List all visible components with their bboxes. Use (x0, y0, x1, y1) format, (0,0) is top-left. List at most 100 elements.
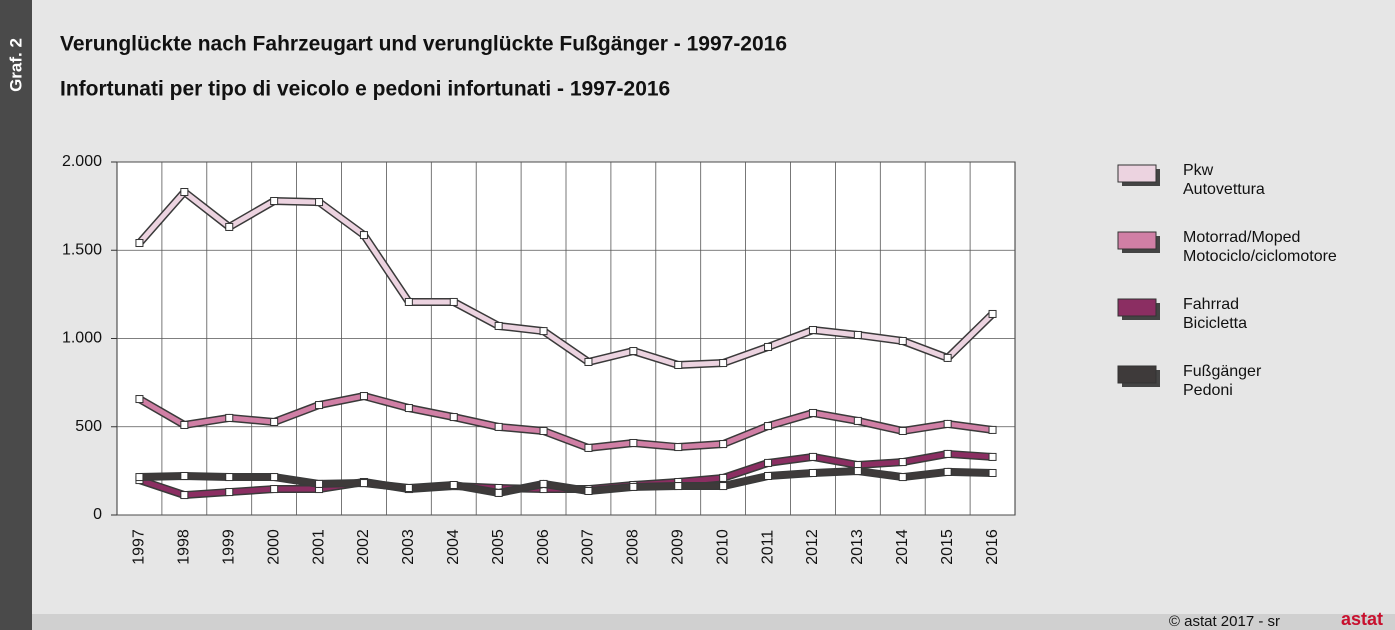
marker (315, 198, 324, 207)
marker (808, 468, 817, 477)
marker (315, 479, 324, 488)
marker (943, 419, 952, 428)
marker (135, 473, 144, 482)
logo: astat (1341, 609, 1383, 629)
marker (584, 486, 593, 495)
marker (270, 473, 279, 482)
legend-swatch (1117, 365, 1157, 384)
marker (629, 347, 638, 356)
marker (494, 321, 503, 330)
legend-swatch (1117, 164, 1157, 183)
marker (270, 485, 279, 494)
marker (135, 239, 144, 248)
marker (180, 491, 189, 500)
marker (449, 413, 458, 422)
x-tick-label: 2010 (714, 529, 731, 565)
marker (943, 467, 952, 476)
marker (135, 395, 144, 404)
marker (719, 359, 728, 368)
marker (988, 425, 997, 434)
marker (494, 488, 503, 497)
marker (449, 480, 458, 489)
marker (943, 353, 952, 362)
chart-title: Verunglückte nach Fahrzeugart und verung… (60, 33, 787, 56)
marker (359, 231, 368, 240)
y-tick-label: 500 (75, 418, 102, 435)
marker (674, 360, 683, 369)
line (137, 189, 995, 368)
x-tick-label: 2008 (625, 529, 642, 565)
marker (629, 482, 638, 491)
sidebar (0, 0, 32, 630)
legend-label: Fahrrad Bicicletta (1183, 296, 1248, 332)
marker (674, 443, 683, 452)
x-tick-label: 2016 (984, 529, 1001, 565)
x-tick-label: 2004 (445, 529, 462, 565)
line (138, 393, 993, 451)
x-tick-label: 2011 (759, 530, 776, 565)
marker (404, 483, 413, 492)
chart-subtitle: Infortunati per tipo di veicolo e pedoni… (60, 78, 670, 101)
x-tick-label: 2013 (849, 529, 866, 565)
legend-label: Motorrad/Moped Motociclo/ciclomotore (1183, 229, 1337, 265)
x-tick-label: 2003 (400, 529, 417, 565)
legend-swatch (1117, 298, 1157, 317)
marker (449, 297, 458, 306)
legend-swatch (1117, 231, 1157, 250)
footer-strip (32, 614, 1395, 630)
marker (225, 413, 234, 422)
marker (404, 297, 413, 306)
marker (898, 458, 907, 467)
x-tick-label: 2005 (490, 529, 507, 565)
marker (764, 471, 773, 480)
x-tick-label: 1999 (220, 529, 237, 565)
x-tick-label: 2000 (265, 529, 282, 565)
legend-label: Fußgänger Pedoni (1183, 363, 1262, 399)
marker (539, 327, 548, 336)
marker (719, 440, 728, 449)
marker (853, 416, 862, 425)
y-tick-label: 2.000 (62, 153, 102, 170)
x-tick-label: 2001 (310, 529, 327, 565)
marker (719, 473, 728, 482)
marker (988, 309, 997, 318)
marker (180, 188, 189, 197)
marker (853, 330, 862, 339)
x-tick-label: 2012 (804, 529, 821, 565)
marker (719, 482, 728, 491)
marker (180, 420, 189, 429)
marker (629, 438, 638, 447)
marker (225, 222, 234, 231)
marker (539, 479, 548, 488)
marker (225, 473, 234, 482)
marker (494, 422, 503, 431)
graphic-label: Graf. 2 (6, 38, 25, 92)
marker (808, 452, 817, 461)
marker (764, 458, 773, 467)
y-tick-label: 1.500 (62, 241, 102, 258)
x-tick-label: 2009 (669, 529, 686, 565)
marker (853, 467, 862, 476)
marker (943, 449, 952, 458)
line (139, 468, 993, 496)
marker (404, 404, 413, 413)
marker (270, 417, 279, 426)
y-tick-label: 1.000 (62, 330, 102, 347)
x-tick-label: 2007 (580, 529, 597, 565)
x-tick-label: 1997 (131, 529, 148, 565)
x-tick-label: 2006 (535, 529, 552, 565)
source: © astat 2017 - sr (1169, 613, 1280, 630)
marker (808, 326, 817, 335)
marker (270, 197, 279, 206)
marker (898, 473, 907, 482)
marker (584, 443, 593, 452)
marker (764, 422, 773, 431)
marker (539, 426, 548, 435)
marker (180, 471, 189, 480)
marker (988, 468, 997, 477)
marker (359, 392, 368, 401)
x-tick-label: 1998 (176, 529, 193, 565)
marker (898, 336, 907, 345)
